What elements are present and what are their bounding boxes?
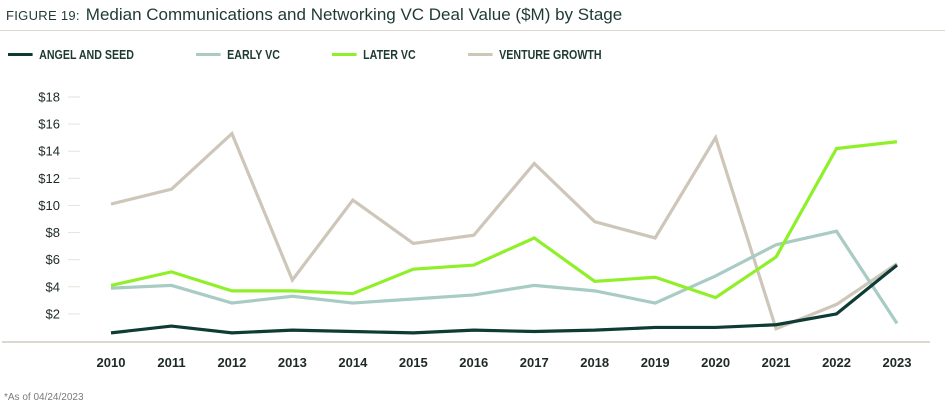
x-tick-label: 2021 xyxy=(762,355,791,370)
legend-swatch xyxy=(195,53,221,56)
x-tick-label: 2022 xyxy=(822,355,851,370)
series-line-venture-growth xyxy=(110,130,898,331)
y-tick-label: $12 xyxy=(38,171,60,186)
y-tick-label: $14 xyxy=(38,144,60,159)
x-tick-label: 2014 xyxy=(338,355,368,370)
legend-item: LATER VC xyxy=(331,47,416,62)
figure-label: FIGURE 19: xyxy=(6,8,80,23)
y-tick-label: $2 xyxy=(46,306,60,321)
x-tick-label: 2023 xyxy=(883,355,912,370)
y-tick-label: $8 xyxy=(46,225,60,240)
y-tick-label: $4 xyxy=(46,279,60,294)
title-divider xyxy=(0,30,945,31)
legend-label: VENTURE GROWTH xyxy=(499,47,602,62)
legend-swatch xyxy=(8,53,33,56)
x-tick-label: 2016 xyxy=(459,355,488,370)
x-tick-label: 2015 xyxy=(399,355,428,370)
series-line-early-vc xyxy=(110,229,899,325)
x-tick-label: 2010 xyxy=(97,355,126,370)
legend-item: EARLY VC xyxy=(195,47,280,62)
x-tick-label: 2017 xyxy=(520,355,549,370)
title-text: Median Communications and Networking VC … xyxy=(85,5,623,24)
y-tick-label: $18 xyxy=(38,90,60,105)
series-line-later-vc xyxy=(110,140,898,300)
legend-item: VENTURE GROWTH xyxy=(467,47,602,62)
x-tick-label: 2019 xyxy=(641,355,670,370)
y-tick-label: $10 xyxy=(38,198,60,213)
x-tick-label: 2013 xyxy=(278,355,307,370)
legend-label: EARLY VC xyxy=(226,47,280,62)
footnote: *As of 04/24/2023 xyxy=(4,392,84,403)
legend-item: ANGEL AND SEED xyxy=(8,47,134,62)
x-tick-label: 2020 xyxy=(701,355,730,370)
chart-title: FIGURE 19: Median Communications and Netw… xyxy=(6,5,622,25)
x-tick-label: 2012 xyxy=(217,355,246,370)
x-tick-label: 2018 xyxy=(580,355,609,370)
legend-swatch xyxy=(467,53,493,56)
y-tick-label: $16 xyxy=(38,117,60,132)
x-tick-label: 2011 xyxy=(157,355,185,370)
y-tick-label: $6 xyxy=(46,252,60,267)
series-line-angel-and-seed xyxy=(110,263,899,335)
legend-label: LATER VC xyxy=(363,47,416,62)
legend-swatch xyxy=(331,53,357,56)
legend-label: ANGEL AND SEED xyxy=(39,47,134,62)
legend: ANGEL AND SEED EARLY VC LATER VC VENTURE GR… xyxy=(8,47,665,62)
